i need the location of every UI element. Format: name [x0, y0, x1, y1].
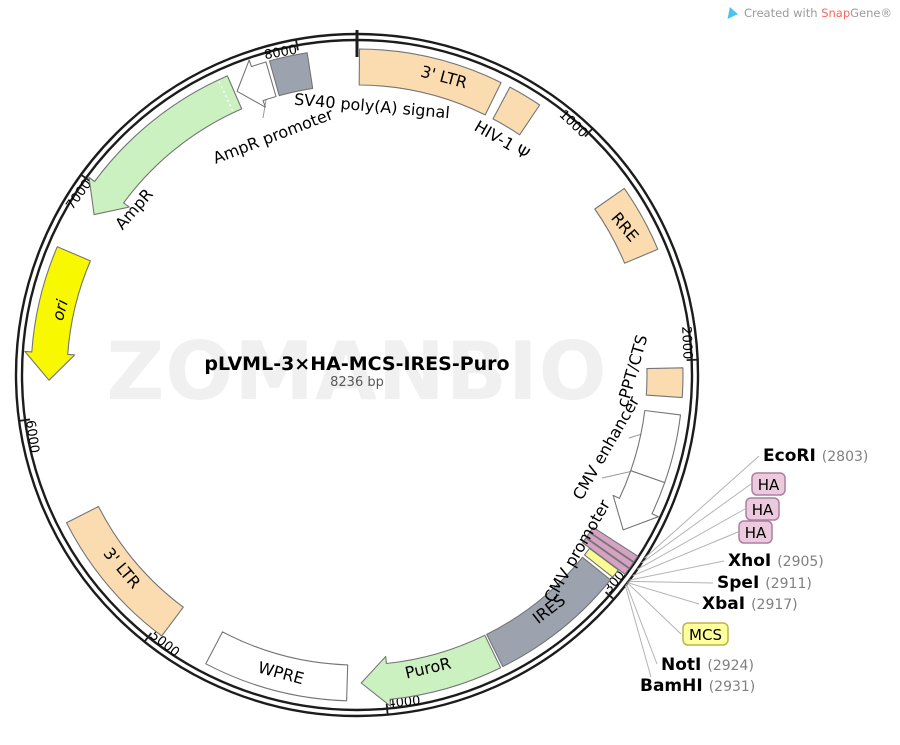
- callout-line-ecori: [644, 455, 760, 559]
- snapgene-credit: Created with SnapGene®: [726, 6, 892, 20]
- tag-label-ha-2: HA: [745, 524, 767, 542]
- feature-ltr3-bottom: [65, 505, 184, 637]
- feature-ori: [24, 246, 91, 381]
- callout-line-spei: [628, 580, 714, 584]
- callout-line-xhoi: [629, 560, 725, 581]
- plasmid-title-block: pLVML-3×HA-MCS-IRES-Puro 8236 bp: [204, 353, 510, 391]
- credit-brand-snap: Snap: [821, 6, 851, 20]
- feature-cmv-promoter: [612, 470, 666, 531]
- tick-mark-1000: [584, 127, 594, 138]
- credit-text: Created with SnapGene®: [743, 6, 892, 20]
- snapgene-logo-icon: [726, 6, 739, 20]
- tick-mark-8000: [294, 38, 299, 51]
- feature-sv40-polya: [268, 52, 314, 97]
- enzyme-label-bamhi: BamHI (2931): [640, 676, 755, 696]
- callout-line-bamhi: [624, 585, 652, 678]
- feature-hiv1-psi: [492, 86, 541, 136]
- feature-rre: [594, 187, 659, 264]
- feature-ltr3-top: [358, 48, 502, 116]
- tick-mark-2000: [686, 358, 699, 362]
- tick-label-6000: 6000: [22, 419, 41, 454]
- tag-box-ha-1: [745, 497, 780, 521]
- enzyme-label-spei: SpeI (2911): [717, 573, 812, 593]
- tick-mark-7000: [79, 173, 91, 182]
- feature-ampr-promoter: [236, 59, 277, 108]
- enzyme-label-noti: NotI (2924): [661, 655, 754, 675]
- leader-line-ampr-promoter: [262, 99, 267, 119]
- feature-wpre: [205, 631, 349, 702]
- tick-mark-6000: [17, 418, 31, 422]
- tag-label-ha-1: HA: [752, 501, 774, 519]
- feature-cppt-cts: [645, 367, 684, 399]
- callout-line-ha: [636, 508, 746, 570]
- feature-divider-ampr: [218, 81, 234, 112]
- feature-ampr: [88, 75, 243, 216]
- leader-line-cmv-promoter: [601, 470, 634, 479]
- tag-label-mcs-3: MCS: [689, 626, 722, 644]
- callout-line-mcs: [627, 582, 682, 635]
- feature-ha-3: [581, 537, 630, 575]
- plasmid-size-label: 8236 bp: [330, 374, 384, 390]
- tag-box-ha-0: [751, 472, 786, 496]
- enzyme-label-xhoi: XhoI (2905): [728, 551, 824, 571]
- enzyme-label-xbai: XbaI (2917): [702, 594, 798, 614]
- callout-line-ha: [641, 483, 752, 564]
- credit-brand-gene: Gene®: [850, 6, 892, 20]
- callout-line-noti: [625, 583, 658, 665]
- feature-ha-2: [585, 532, 634, 569]
- tick-label-2000: 2000: [678, 326, 694, 360]
- feature-label-ori: ori: [48, 297, 72, 323]
- feature-cmv-enhancer: [630, 409, 682, 484]
- tag-label-ha-0: HA: [758, 476, 780, 494]
- tag-box-ha-2: [738, 520, 773, 544]
- callout-line-ha: [632, 531, 739, 577]
- feature-ires: [486, 556, 612, 668]
- plasmid-title: pLVML-3×HA-MCS-IRES-Puro: [204, 353, 510, 375]
- callout-line-xbai: [627, 582, 700, 605]
- enzyme-label-ecori: EcoRI (2803): [763, 446, 868, 466]
- feature-puror: [360, 634, 502, 707]
- tick-mark-3000: [604, 591, 616, 601]
- feature-mcs-segment: [583, 547, 619, 578]
- tick-mark-4000: [385, 703, 389, 716]
- tag-box-mcs-3: [682, 622, 729, 646]
- feature-ha-1: [589, 526, 639, 563]
- background-watermark: ZOMANBIO: [106, 324, 608, 418]
- tick-mark-5000: [143, 632, 153, 644]
